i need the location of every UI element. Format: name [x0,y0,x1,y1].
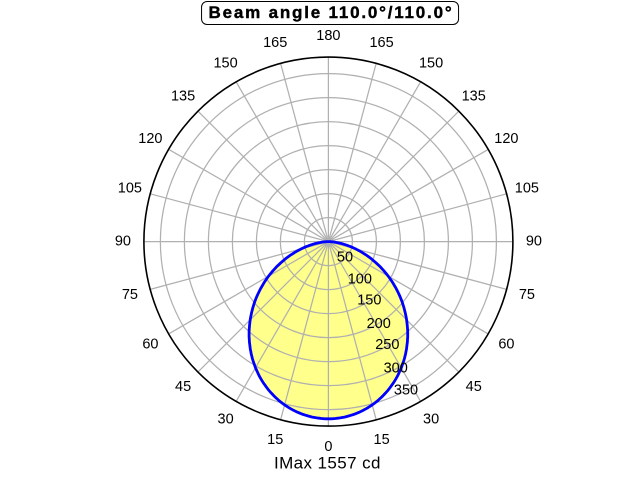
svg-text:105: 105 [515,180,539,196]
svg-text:60: 60 [142,336,158,352]
svg-text:150: 150 [213,56,237,72]
svg-text:165: 165 [263,35,287,51]
svg-text:15: 15 [374,432,390,448]
svg-text:150: 150 [419,56,443,72]
svg-text:120: 120 [138,131,162,147]
svg-text:90: 90 [115,234,131,250]
svg-text:15: 15 [267,432,283,448]
svg-text:120: 120 [494,131,518,147]
svg-text:75: 75 [122,287,138,303]
svg-text:135: 135 [462,88,486,104]
svg-text:30: 30 [423,412,439,428]
svg-text:50: 50 [337,250,353,266]
svg-text:300: 300 [384,360,408,376]
svg-text:90: 90 [526,234,542,250]
svg-text:0: 0 [324,439,332,455]
svg-text:45: 45 [466,379,482,395]
svg-text:350: 350 [394,383,418,399]
svg-text:105: 105 [118,180,142,196]
svg-text:100: 100 [348,271,372,287]
svg-text:45: 45 [175,379,191,395]
svg-text:135: 135 [171,88,195,104]
svg-text:150: 150 [357,293,381,309]
svg-text:180: 180 [316,28,340,44]
svg-text:75: 75 [519,287,535,303]
svg-text:165: 165 [369,35,393,51]
svg-text:IMax 1557 cd: IMax 1557 cd [274,454,381,473]
svg-text:200: 200 [367,316,391,332]
svg-text:250: 250 [375,337,399,353]
svg-text:60: 60 [498,336,514,352]
svg-text:30: 30 [218,412,234,428]
